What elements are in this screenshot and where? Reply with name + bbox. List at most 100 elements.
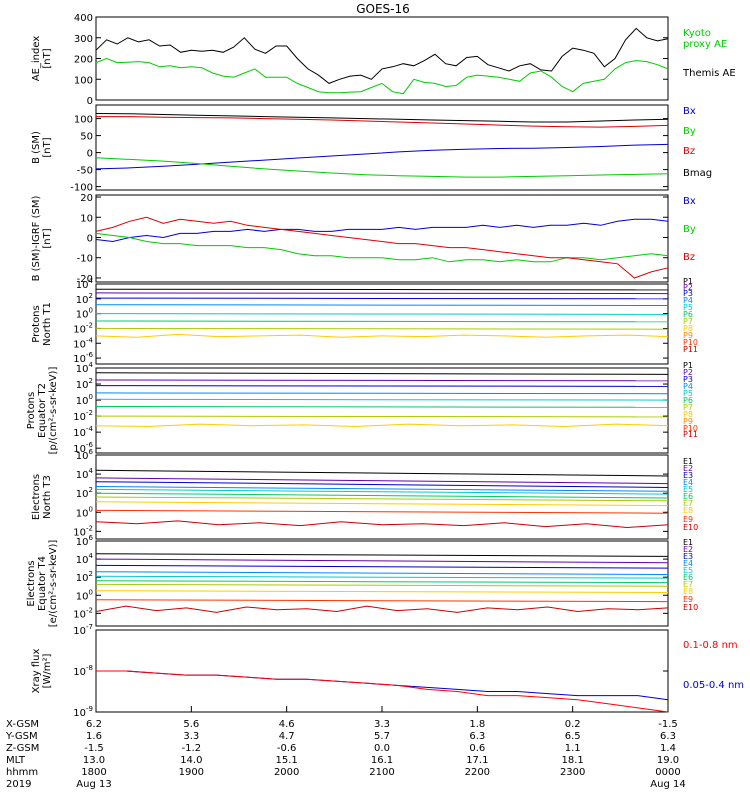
legend-entry: By: [683, 126, 696, 137]
series-p5: [95, 398, 669, 401]
time-axis-value: 1.8: [469, 719, 485, 730]
series-e8: [95, 590, 669, 593]
legend-entry: P7: [683, 403, 693, 412]
y-tick-label: 100: [76, 307, 93, 321]
y-tick-label: 104: [76, 552, 94, 566]
series-p8: [95, 423, 669, 428]
time-axis-value: 3.3: [183, 731, 199, 742]
y-tick-label: 200: [74, 55, 93, 66]
y-tick-label: 10-4: [73, 425, 93, 439]
series-bz: [96, 116, 669, 128]
series-p3: [95, 385, 669, 387]
legend-entry: Themis AE: [682, 68, 736, 79]
panel-8: 10-9 10-8 10-7 Xray flux[W/m²] 0.1-0.8 nm 0.0…: [31, 623, 744, 719]
legend-entry: P5: [683, 389, 693, 398]
series-e3: [95, 481, 669, 488]
y-axis-label: B (SM)-IGRF (SM)[nT]: [31, 196, 53, 282]
legend-entry: Bx: [683, 196, 696, 207]
series-p8: [95, 333, 669, 338]
series-e5: [95, 575, 669, 579]
panel-frame: [95, 540, 669, 627]
legend-entry: E6: [683, 492, 693, 501]
legend-entry: P9: [683, 331, 693, 340]
y-axis-label: AE_index[nT]: [31, 36, 53, 82]
series-e9: [95, 509, 669, 514]
legend-entry: P7: [683, 317, 693, 326]
legend-entry: E1: [683, 538, 693, 547]
panel-1: 0 100 200 300 400 AE_index[nT] Kyoto proxy AE Th…: [31, 13, 736, 107]
legend-entry: E1: [683, 457, 693, 466]
time-axis-row-label: X-GSM: [6, 719, 39, 730]
y-tick-label: 10: [80, 213, 93, 224]
series-p6: [95, 320, 669, 323]
time-axis-value: 3.3: [374, 719, 390, 730]
y-tick-label: -100: [70, 183, 93, 194]
series-p4: [95, 304, 669, 306]
time-axis-row-label: 2019: [6, 779, 31, 790]
series-p1: [95, 288, 669, 291]
legend-entry: P3: [683, 289, 693, 298]
legend-entry: P1: [683, 277, 693, 286]
panel-frame: [95, 194, 669, 283]
y-tick-label: 10-2: [73, 606, 93, 620]
series-e2: [95, 558, 669, 564]
legend-entry: P2: [683, 368, 693, 377]
panel-frame: [95, 16, 669, 101]
y-axis-label: ProtonsNorth T1: [31, 302, 53, 346]
series-0-1-0-8-nm: [96, 670, 669, 713]
time-axis-value: 1.4: [660, 743, 676, 754]
legend-entry: E5: [683, 485, 693, 494]
series-e4: [95, 571, 669, 575]
y-tick-label: 10-9: [73, 705, 93, 719]
time-axis-value: 6.3: [469, 731, 485, 742]
series-bx: [95, 143, 669, 170]
legend-entry: P9: [683, 417, 693, 426]
panel-frame: [95, 104, 669, 191]
time-axis-value: 18.1: [562, 755, 584, 766]
panel-2: -100 -50 0 50 100 B (SM)[nT] Bx By Bz Bmag: [31, 104, 712, 194]
series-e8: [95, 501, 669, 507]
time-axis-value: 6.2: [86, 719, 102, 730]
series-e10: [95, 605, 669, 613]
legend-entry: Bz: [683, 252, 695, 263]
series-themis-ae: [95, 27, 669, 84]
legend-entry: E8: [683, 587, 693, 596]
legend-entry: P5: [683, 303, 693, 312]
legend-entry: P6: [683, 310, 693, 319]
legend-entry: E4: [683, 559, 693, 568]
time-axis-value: 2100: [369, 767, 394, 778]
y-tick-label: 0: [87, 149, 93, 160]
legend-entry: By: [683, 224, 696, 235]
series-bz: [95, 216, 669, 279]
series-e2: [95, 477, 669, 485]
y-tick-label: 106: [76, 448, 94, 462]
legend-entry: E4: [683, 478, 693, 487]
y-tick-label: 100: [76, 588, 93, 602]
legend-entry: P11: [683, 430, 698, 439]
time-axis-value: 2200: [465, 767, 490, 778]
time-axis-row-label: Y-GSM: [5, 731, 38, 742]
y-axis-label: B (SM)[nT]: [31, 131, 53, 164]
time-axis-value: 0000: [655, 767, 680, 778]
series-0-05-0-4-nm: [96, 670, 669, 701]
panel-3: -20 -10 0 10 20 B (SM)-IGRF (SM)[nT] Bx By Bz: [31, 193, 696, 285]
series-e1: [95, 553, 669, 557]
series-p7: [95, 327, 669, 330]
y-axis-label: ElectronsNorth T3: [31, 474, 53, 520]
series-p7: [95, 415, 669, 418]
legend-entry: E5: [683, 566, 693, 575]
time-axis-value: 1.6: [86, 731, 102, 742]
legend-entry: Bmag: [683, 168, 712, 179]
time-axis-value: 13.0: [83, 755, 105, 766]
legend-entry: P4: [683, 382, 693, 391]
y-tick-label: -20: [77, 274, 93, 285]
series-p4: [95, 392, 669, 395]
legend-entry: P8: [683, 410, 693, 419]
series-e6: [95, 492, 669, 499]
series-bmag: [95, 113, 669, 123]
y-axis-label: ProtonsEquator T2[p/(cm²-s-sr-keV)]: [26, 367, 59, 455]
legend-entry: E2: [683, 545, 693, 554]
